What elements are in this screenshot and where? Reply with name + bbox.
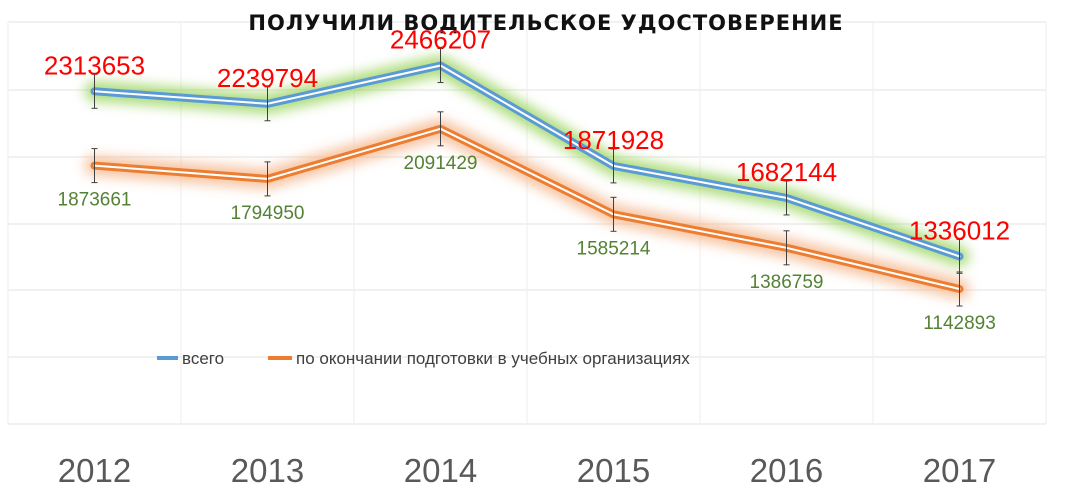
error-bar [264,86,271,122]
error-bar [783,180,790,216]
x-tick-label: 2017 [923,452,996,489]
x-tick-label: 2015 [577,452,650,489]
legend-label-school: по окончании подготовки в учебных органи… [296,349,690,368]
data-label-total: 1871928 [563,125,664,155]
data-label-school: 1386759 [750,272,824,293]
x-tick-label: 2012 [58,452,131,489]
data-label-total: 2239794 [217,63,318,93]
error-bar [956,271,963,307]
chart-title: ПОЛУЧИЛИ ВОДИТЕЛЬСКОЕ УДОСТОВЕРЕНИЕ [248,11,843,35]
data-label-total: 2313653 [44,50,145,80]
legend: всего по окончании подготовки в учебных … [157,349,690,368]
x-tick-label: 2014 [404,452,477,489]
x-tick-label: 2016 [750,452,823,489]
data-label-total: 1336012 [909,215,1010,245]
error-bar [91,73,98,109]
data-label-school: 1142893 [923,313,996,334]
x-axis: 2012 2013 2014 2015 2016 2017 [58,452,996,489]
data-label-total: 1682144 [736,157,837,187]
error-bar [437,48,444,84]
series-line-inner-school [93,127,961,290]
error-bar [91,148,98,184]
error-bar [610,196,617,232]
x-tick-label: 2013 [231,452,304,489]
data-label-total: 2466207 [390,25,491,55]
series-line-inner-total [93,64,961,258]
error-bar [437,111,444,147]
legend-label-total: всего [182,349,224,368]
error-bar [783,230,790,266]
data-label-school: 1585214 [577,238,651,259]
data-label-school: 1873661 [58,190,132,211]
error-bar [264,161,271,197]
series-layer [84,48,970,307]
data-label-school: 2091429 [404,153,478,174]
data-label-school: 1794950 [231,203,305,224]
data-labels: 2313653 2239794 2466207 1871928 1682144 13360… [44,25,1010,334]
error-bar [610,148,617,184]
